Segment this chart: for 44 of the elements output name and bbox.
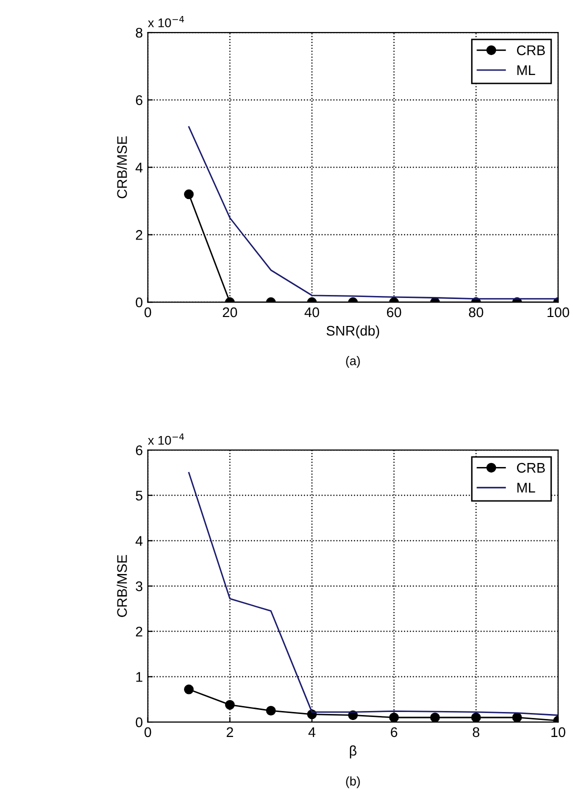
text: (a) <box>346 356 360 368</box>
y-axis-title: CRB/MSE <box>116 136 127 198</box>
x-tick-label: 40 <box>304 307 320 318</box>
x-tick-label: 20 <box>222 307 238 318</box>
text: x 10$^{−4}$ <box>148 16 184 28</box>
legend-label: ML <box>517 482 536 492</box>
y-tick-label: 4 <box>136 536 143 546</box>
x-tick-label: 80 <box>468 307 484 318</box>
point <box>225 700 235 710</box>
x-tick-label: 2 <box>226 727 234 737</box>
x-tick-label: 0 <box>144 727 152 738</box>
legend-label: ML <box>517 65 536 75</box>
point <box>430 712 440 722</box>
x-tick-label: 0 <box>144 307 152 318</box>
point <box>471 712 481 722</box>
y-tick-label: 0 <box>136 297 142 308</box>
y-axis-title: CRB/MSE <box>116 554 127 617</box>
legend-label: CRB <box>516 462 545 473</box>
y-tick-label: 6 <box>136 445 142 456</box>
y-tick-label: 3 <box>136 581 142 592</box>
legend-label: CRB <box>516 45 545 56</box>
x-tick-label: 100 <box>548 307 570 318</box>
point <box>389 712 399 722</box>
x-tick-label: 4 <box>308 727 316 737</box>
x-tick-label: 60 <box>386 307 402 318</box>
y-tick-label: 5 <box>136 490 142 501</box>
x-axis-title: SNR(db) <box>326 325 380 338</box>
x-tick-label: 8 <box>472 727 480 738</box>
point <box>266 706 276 716</box>
x-tick-label: 6 <box>390 727 398 738</box>
y-tick-label: 8 <box>136 28 142 38</box>
y-tick-label: 4 <box>136 162 143 172</box>
y-tick-label: 6 <box>136 95 142 106</box>
point <box>184 684 194 694</box>
y-tick-label: 2 <box>136 626 142 636</box>
x-tick-label: 10 <box>551 727 566 738</box>
point <box>348 710 358 720</box>
x-axis-title: β <box>350 745 356 758</box>
y-tick-label: 1 <box>136 672 142 682</box>
point <box>512 712 522 722</box>
text: x 10$^{−4}$ <box>148 433 184 445</box>
y-tick-label: 0 <box>136 717 142 728</box>
y-tick-label: 2 <box>136 230 142 240</box>
text: (b) <box>346 776 360 788</box>
